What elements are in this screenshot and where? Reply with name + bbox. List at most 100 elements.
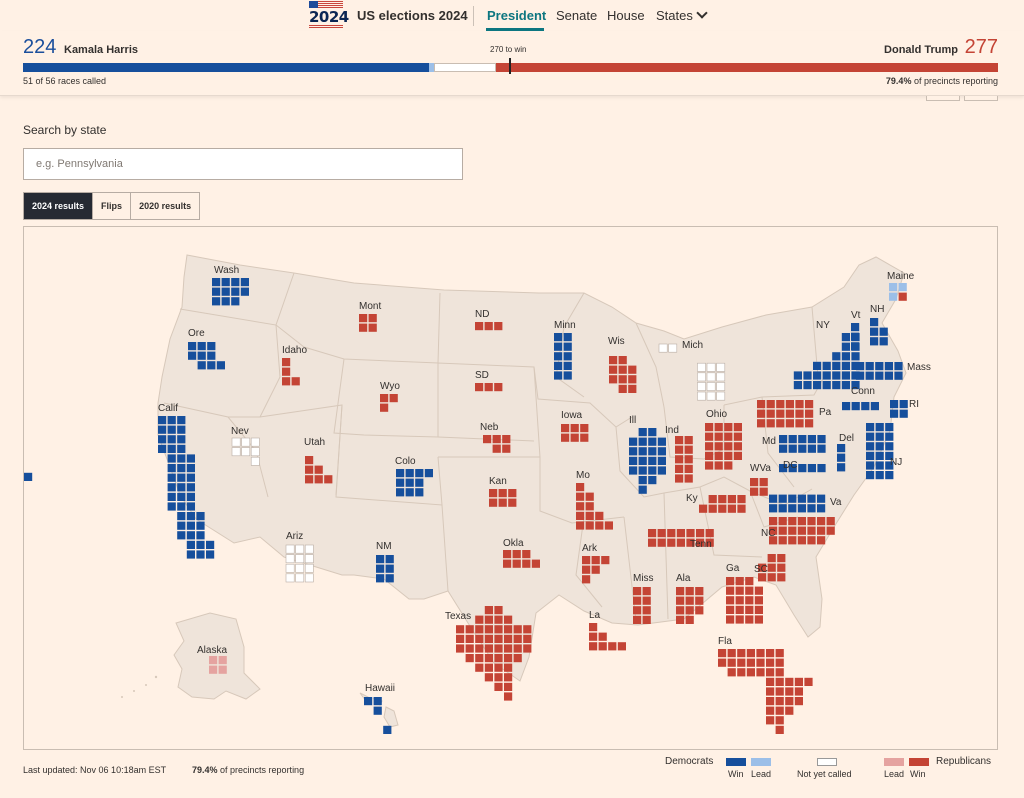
state-label-ri[interactable]: RI: [909, 399, 919, 410]
state-label-dc[interactable]: DC: [783, 460, 797, 471]
state-label-idaho[interactable]: Idaho: [282, 345, 307, 356]
state-label-la[interactable]: La: [589, 610, 601, 621]
tile-nc-2: [788, 517, 797, 526]
tile-nj-8: [885, 442, 894, 451]
nav-states[interactable]: States: [656, 7, 708, 23]
state-label-va[interactable]: Va: [830, 497, 842, 508]
state-label-ind[interactable]: Ind: [665, 425, 679, 436]
state-label-ohio[interactable]: Ohio: [706, 409, 728, 420]
tile-nev-2: [250, 437, 260, 447]
nav-states-label: States: [656, 8, 693, 23]
state-label-nj[interactable]: NJ: [890, 457, 902, 468]
tile-conn-2: [861, 402, 870, 411]
state-label-del[interactable]: Del: [839, 433, 854, 444]
state-label-utah[interactable]: Utah: [304, 437, 325, 448]
state-label-ala[interactable]: Ala: [676, 573, 691, 584]
state-label-nev[interactable]: Nev: [231, 426, 249, 437]
state-label-maine[interactable]: Maine: [887, 271, 915, 282]
state-label-wis[interactable]: Wis: [608, 336, 625, 347]
nav-house[interactable]: House: [607, 8, 645, 23]
tile-neb-2: [502, 435, 511, 444]
state-label-texas[interactable]: Texas: [445, 611, 471, 622]
state-label-mo[interactable]: Mo: [576, 470, 590, 481]
state-label-ga[interactable]: Ga: [726, 563, 740, 574]
tile-kan-4: [498, 498, 507, 507]
tile-okla-0: [503, 550, 512, 559]
state-label-nd[interactable]: ND: [475, 309, 489, 320]
tile-fla-38: [775, 725, 784, 734]
state-label-ark[interactable]: Ark: [582, 543, 598, 554]
state-label-wyo[interactable]: Wyo: [380, 381, 400, 392]
state-label-sd[interactable]: SD: [475, 370, 489, 381]
tile-ind-2: [675, 445, 684, 454]
tile-la-1: [589, 632, 598, 641]
state-label-colo[interactable]: Colo: [395, 456, 416, 467]
state-label-kan[interactable]: Kan: [489, 476, 507, 487]
tab-2024-results[interactable]: 2024 results: [24, 193, 94, 219]
tile-nc-13: [826, 526, 835, 535]
state-label-neb[interactable]: Neb: [480, 422, 499, 433]
state-label-sc[interactable]: SC: [754, 564, 768, 575]
state-label-mont[interactable]: Mont: [359, 301, 381, 312]
tile-maine-0: [889, 283, 898, 292]
tile-hawaii-3: [383, 725, 392, 734]
tile-ark-1: [591, 556, 600, 565]
tab-flips[interactable]: Flips: [93, 193, 132, 219]
state-label-ill[interactable]: Ill: [629, 415, 636, 426]
state-label-nc[interactable]: NC: [761, 528, 775, 539]
state-label-iowa[interactable]: Iowa: [561, 410, 583, 421]
state-label-mass[interactable]: Mass: [907, 362, 931, 373]
tile-fla-0: [718, 649, 727, 658]
state-label-miss[interactable]: Miss: [633, 573, 654, 584]
tile-wis-0: [609, 356, 618, 365]
zoom-in-button[interactable]: [964, 96, 998, 101]
nav-title[interactable]: US elections 2024: [357, 8, 468, 23]
tile-nc-5: [817, 517, 826, 526]
tile-ny-0: [841, 333, 850, 342]
state-label-wva[interactable]: WVa: [750, 463, 771, 474]
tile-nj-12: [866, 461, 875, 470]
tile-ala-0: [676, 587, 685, 596]
state-label-minn[interactable]: Minn: [554, 320, 576, 331]
state-label-pa[interactable]: Pa: [819, 407, 832, 418]
tile-miss-0: [633, 587, 642, 596]
tile-texas-28: [513, 644, 522, 653]
elections-logo[interactable]: 2024: [309, 1, 349, 29]
tab-2020-results[interactable]: 2020 results: [139, 201, 192, 211]
state-label-ky[interactable]: Ky: [686, 493, 698, 504]
tile-iowa-0: [561, 424, 570, 433]
state-label-tenn[interactable]: Tenn: [690, 539, 712, 550]
state-label-ore[interactable]: Ore: [188, 328, 205, 339]
tile-mont-1: [368, 314, 377, 323]
tile-texas-19: [504, 634, 513, 643]
state-label-ny[interactable]: NY: [816, 320, 830, 331]
tile-ore-6: [197, 361, 206, 370]
tile-fla-30: [775, 697, 784, 706]
state-search-input[interactable]: [23, 148, 463, 180]
tile-fla-17: [756, 668, 765, 677]
tile-texas-36: [475, 663, 484, 672]
state-label-wash[interactable]: Wash: [214, 265, 239, 276]
tile-ky-6: [718, 504, 727, 513]
state-label-alaska[interactable]: Alaska: [197, 645, 227, 656]
zoom-out-button[interactable]: [926, 96, 960, 101]
tile-calif-8: [177, 435, 186, 444]
state-label-conn[interactable]: Conn: [851, 386, 875, 397]
state-label-nh[interactable]: NH: [870, 304, 884, 315]
tile-sd-2: [494, 383, 503, 392]
state-label-nm[interactable]: NM: [376, 541, 392, 552]
state-label-ariz[interactable]: Ariz: [286, 531, 303, 542]
nav-senate[interactable]: Senate: [556, 8, 598, 23]
state-label-vt[interactable]: Vt: [851, 310, 861, 321]
state-label-okla[interactable]: Okla: [503, 538, 524, 549]
state-label-md[interactable]: Md: [762, 436, 776, 447]
state-label-hawaii[interactable]: Hawaii: [365, 683, 395, 694]
tile-ore-8: [216, 361, 225, 370]
state-label-calif[interactable]: Calif: [158, 403, 178, 414]
tile-nc-19: [817, 536, 826, 545]
tile-dc-2: [798, 464, 807, 473]
nav-president[interactable]: President: [487, 8, 547, 23]
state-label-mich[interactable]: Mich: [682, 340, 703, 351]
dem-candidate-name: Kamala Harris: [64, 44, 138, 56]
state-label-fla[interactable]: Fla: [718, 636, 732, 647]
